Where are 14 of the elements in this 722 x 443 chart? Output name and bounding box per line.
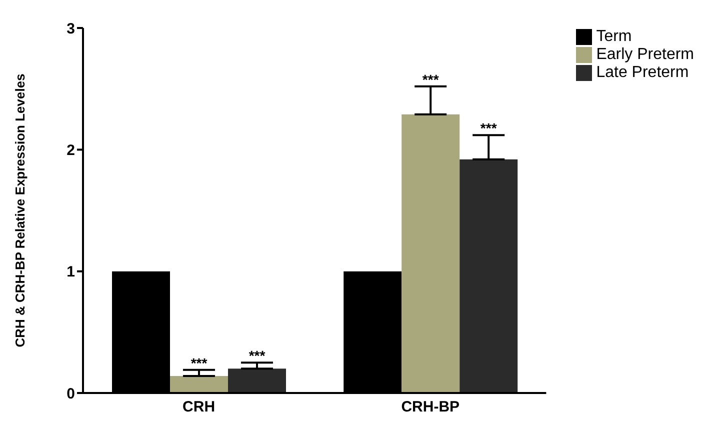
y-tick-label: 1 xyxy=(66,264,75,281)
annotation: *** xyxy=(190,354,208,371)
y-tick-label: 2 xyxy=(66,142,75,159)
legend-label: Early Preterm xyxy=(596,46,694,63)
y-axis-title: CRH & CRH-BP Relative Expression Leveles xyxy=(12,74,28,348)
annotation: *** xyxy=(248,348,266,364)
y-tick-label: 3 xyxy=(66,20,75,38)
legend-label: Late Preterm xyxy=(596,64,689,81)
y-tick-label: 0 xyxy=(66,385,75,402)
annotation: *** xyxy=(480,120,498,136)
x-tick-label: CRH-BP xyxy=(401,398,460,416)
annotation: *** xyxy=(422,71,440,88)
x-tick-label: CRH xyxy=(182,398,216,416)
legend-label: Term xyxy=(596,28,632,45)
